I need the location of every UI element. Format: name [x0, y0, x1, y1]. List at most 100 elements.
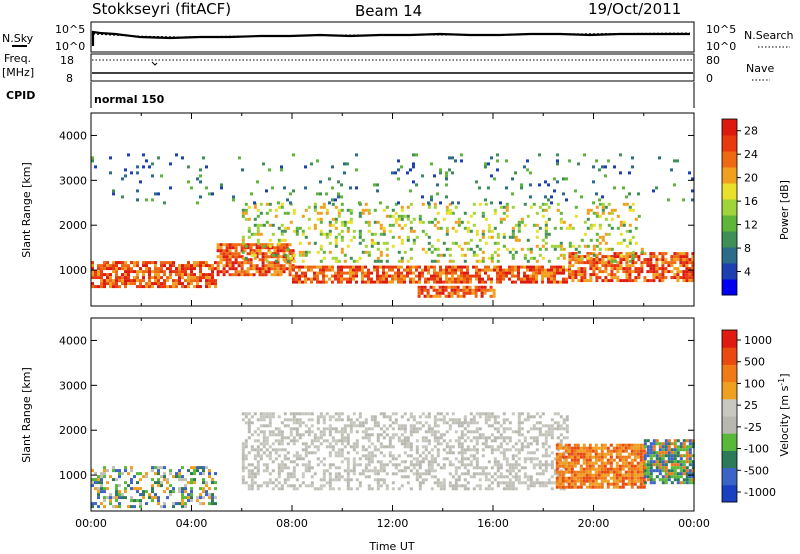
echo-cell [526, 238, 530, 242]
echo-cell [304, 469, 308, 473]
echo-cell [433, 174, 436, 178]
echo-cell [139, 282, 142, 286]
echo-cell [190, 496, 193, 500]
echo-cell [487, 229, 491, 233]
echo-cell [106, 267, 109, 271]
echo-cell [664, 258, 668, 262]
echo-cell [588, 470, 592, 474]
echo-cell [673, 445, 677, 449]
echo-cell [237, 273, 241, 277]
echo-cell [282, 243, 286, 247]
echo-cell [463, 484, 467, 488]
echo-cell [106, 279, 109, 283]
echo-cell [193, 276, 196, 280]
echo-cell [649, 279, 653, 283]
echo-cell [523, 223, 527, 227]
echo-cell [561, 461, 565, 465]
echo-cell [564, 449, 568, 453]
echo-cell [382, 226, 386, 230]
echo-cell [211, 496, 214, 500]
echo-cell [634, 255, 638, 259]
echo-cell [652, 445, 656, 449]
echo-cell [289, 433, 293, 437]
echo-cell [160, 261, 163, 265]
echo-cell [688, 481, 692, 485]
echo-cell [256, 223, 260, 227]
echo-cell [109, 267, 112, 271]
echo-cell [517, 457, 521, 461]
echo-cell [418, 220, 422, 224]
echo-cell [151, 198, 154, 202]
echo-cell [385, 274, 388, 278]
echo-cell [555, 464, 559, 468]
echo-cell [364, 250, 368, 254]
echo-cell [639, 476, 643, 480]
echo-cell [301, 271, 304, 275]
echo-cell [181, 267, 184, 271]
echo-cell [364, 475, 368, 479]
echo-cell [169, 285, 172, 289]
echo-cell [295, 232, 299, 236]
echo-cell [139, 502, 142, 506]
echo-cell [267, 264, 271, 268]
echo-cell [597, 446, 601, 450]
echo-cell [373, 208, 377, 212]
echo-cell [349, 280, 352, 284]
echo-cell [457, 478, 461, 482]
echo-cell [409, 427, 413, 431]
echo-cell [577, 273, 581, 277]
echo-cell [517, 418, 521, 422]
echo-cell [352, 448, 356, 452]
echo-cell [588, 458, 592, 462]
echo-cell [576, 458, 580, 462]
echo-cell [319, 205, 323, 209]
echo-cell [157, 469, 160, 473]
echo-cell [535, 463, 539, 467]
echo-cell [466, 463, 470, 467]
echo-cell [438, 294, 442, 298]
echo-cell [652, 442, 656, 446]
echo-cell [444, 294, 448, 298]
echo-cell [600, 446, 604, 450]
echo-cell [139, 472, 142, 476]
echo-cell [586, 279, 590, 283]
echo-cell [199, 502, 202, 506]
echo-cell [319, 433, 323, 437]
echo-cell [466, 457, 470, 461]
noise-tick-left-bottom: 10^0 [55, 40, 85, 53]
echo-cell [367, 427, 371, 431]
echo-cell [394, 463, 398, 467]
echo-cell [184, 484, 187, 488]
echo-cell [628, 192, 631, 196]
echo-cell [430, 250, 434, 254]
colorbar-swatch [722, 247, 737, 264]
echo-cell [237, 270, 241, 274]
echo-cell [331, 436, 335, 440]
echo-cell [670, 481, 674, 485]
echo-cell [196, 264, 199, 268]
echo-cell [597, 476, 601, 480]
echo-cell [517, 430, 521, 434]
echo-cell [478, 478, 482, 482]
echo-cell [331, 439, 335, 443]
echo-cell [334, 412, 338, 416]
echo-cell [103, 472, 106, 476]
echo-cell [337, 418, 341, 422]
echo-cell [478, 247, 482, 251]
echo-cell [247, 217, 251, 221]
echo-cell [514, 460, 518, 464]
echo-cell [124, 267, 127, 271]
echo-cell [685, 469, 689, 473]
echo-cell [247, 463, 251, 467]
date-title: 19/Oct/2011 [588, 0, 681, 18]
echo-cell [394, 220, 398, 224]
echo-cell [511, 253, 515, 257]
echo-cell [276, 258, 280, 262]
echo-cell [271, 415, 275, 419]
power-colorbar-frame [721, 118, 738, 296]
echo-cell [124, 285, 127, 289]
echo-cell [151, 162, 154, 166]
echo-cell [448, 424, 452, 428]
echo-cell [244, 211, 248, 215]
echo-cell [292, 469, 296, 473]
